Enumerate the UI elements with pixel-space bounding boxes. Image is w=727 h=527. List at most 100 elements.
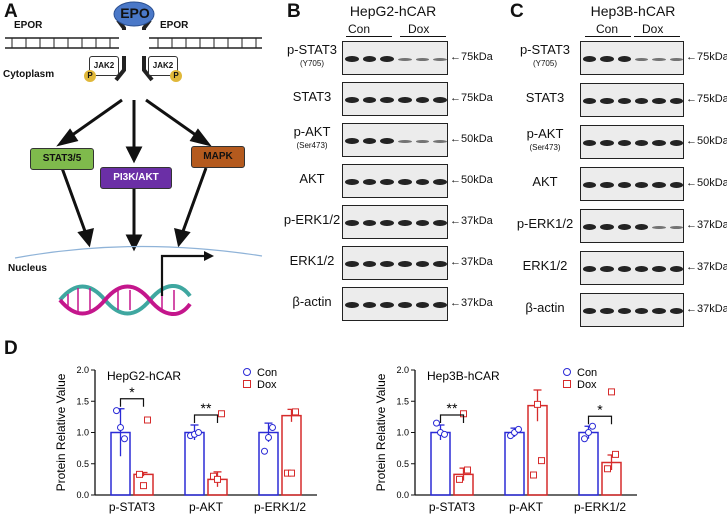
panel-b-title: HepG2-hCAR xyxy=(349,3,437,19)
panel-b-dox-bar xyxy=(400,36,446,37)
panel-b-dox-label: Dox xyxy=(408,22,430,36)
blot-band xyxy=(617,56,631,62)
blot-strip xyxy=(580,167,684,201)
blot-size-marker: ←50kDa xyxy=(450,133,493,145)
blot-band xyxy=(669,308,683,314)
blot-band xyxy=(617,182,631,188)
blot-row-label: ERK1/2 xyxy=(282,254,342,268)
data-point xyxy=(433,419,440,427)
blot-band xyxy=(380,56,394,62)
significance-bracket xyxy=(193,414,219,423)
data-point xyxy=(292,408,299,416)
blot-band xyxy=(652,140,666,146)
y-tick-label: 2.0 xyxy=(396,365,409,375)
blot-band xyxy=(345,220,359,226)
stat3-5-node: STAT3/5 xyxy=(30,148,94,170)
blot-protein-name: STAT3 xyxy=(525,90,565,105)
blot-band xyxy=(415,139,430,143)
panel-c-con-label: Con xyxy=(596,22,619,36)
blot-band xyxy=(415,302,430,308)
blot-protein-site: (Y705) xyxy=(532,59,557,68)
blot-band xyxy=(433,179,447,185)
blot-band xyxy=(617,266,631,272)
blot-protein-name: AKT xyxy=(299,171,325,186)
data-point xyxy=(538,457,545,465)
x-tick-label: p-STAT3 xyxy=(429,500,476,514)
significance-label: * xyxy=(129,384,135,400)
blot-row-label: AKT xyxy=(282,172,342,186)
blot-band xyxy=(415,179,430,185)
blot-band xyxy=(669,140,683,146)
chart-hepg2: 0.0 0.5 1.0 1.5 2.0 Protein Relative Value Hep… xyxy=(54,365,317,514)
blot-protein-site: (Ser473) xyxy=(529,143,561,152)
legend-marker xyxy=(243,380,251,388)
y-tick-label: 1.0 xyxy=(76,428,89,438)
y-tick-label: 1.5 xyxy=(76,396,89,406)
blot-band xyxy=(669,98,683,104)
blot-protein-name: ERK1/2 xyxy=(522,258,568,273)
blot-row-label: STAT3 xyxy=(512,91,578,105)
blot-band xyxy=(380,261,394,267)
data-point xyxy=(140,482,147,490)
phospho-left-badge: P xyxy=(84,70,96,82)
legend-label: Con xyxy=(257,367,277,379)
blot-protein-name: AKT xyxy=(532,174,558,189)
blot-band xyxy=(345,179,359,185)
blot-band xyxy=(362,97,377,103)
bar xyxy=(184,431,205,496)
blot-strip xyxy=(342,123,448,157)
blot-band xyxy=(669,57,683,61)
blot-band xyxy=(380,97,394,103)
epo-ligand xyxy=(113,1,155,27)
blot-band xyxy=(617,98,631,104)
blot-band xyxy=(415,97,430,103)
data-point xyxy=(464,466,471,474)
blot-size-marker: ←50kDa xyxy=(686,177,727,189)
blot-band xyxy=(583,308,597,314)
blot-band xyxy=(433,97,447,103)
nuclear-envelope xyxy=(14,245,263,259)
y-tick-label: 2.0 xyxy=(76,365,89,375)
blot-size-marker: ←50kDa xyxy=(686,135,727,147)
blot-strip xyxy=(342,82,448,116)
blot-protein-site: (Ser473) xyxy=(296,141,328,150)
blot-size-marker: ←37kDa xyxy=(686,303,727,315)
legend-label: Con xyxy=(577,367,597,379)
x-tick-label: p-AKT xyxy=(189,500,224,514)
data-point xyxy=(113,407,120,415)
blot-protein-name: p-AKT xyxy=(526,126,564,141)
significance-label: ** xyxy=(201,400,212,416)
cytoplasm-label: Cytoplasm xyxy=(3,69,55,80)
chart-title: Hep3B-hCAR xyxy=(427,369,500,383)
data-point xyxy=(441,430,448,438)
blot-band xyxy=(345,138,359,144)
x-tick-label: p-STAT3 xyxy=(109,500,156,514)
blot-strip xyxy=(580,293,684,327)
blot-band xyxy=(600,308,614,314)
blot-band xyxy=(433,139,447,143)
blot-band xyxy=(635,182,649,188)
epo-label: EPO xyxy=(120,5,150,21)
x-tick-label: p-ERK1/2 xyxy=(574,500,626,514)
mapk-node: MAPK xyxy=(191,146,245,168)
blot-band xyxy=(398,220,412,226)
y-tick-label: 0.5 xyxy=(396,459,409,469)
blot-band xyxy=(600,224,614,230)
blot-band xyxy=(583,224,597,230)
blot-band xyxy=(583,266,597,272)
blot-strip xyxy=(580,209,684,243)
blot-strip xyxy=(580,83,684,117)
data-point xyxy=(589,422,596,430)
signaling-diagram xyxy=(5,1,263,316)
jak2-left: JAK2 xyxy=(89,56,119,76)
y-tick-label: 0.5 xyxy=(76,459,89,469)
legend-marker xyxy=(563,380,571,388)
significance-bracket xyxy=(119,398,145,407)
blot-protein-name: STAT3 xyxy=(292,89,332,104)
blot-size-marker: ←75kDa xyxy=(686,93,727,105)
blot-protein-name: p-ERK1/2 xyxy=(283,212,341,227)
data-point xyxy=(585,429,592,436)
blot-band xyxy=(635,140,649,146)
blot-band xyxy=(433,220,447,226)
nucleus-label: Nucleus xyxy=(8,263,47,274)
